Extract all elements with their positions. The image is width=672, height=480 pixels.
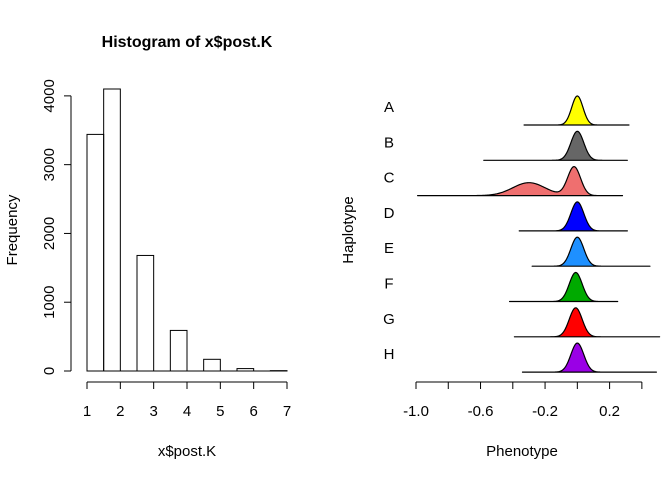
- histogram-y-tick-label: 4000: [41, 79, 58, 112]
- density-curve-h: [521, 342, 657, 373]
- histogram-x-tick-label: 4: [183, 403, 191, 420]
- haplotype-label-c: C: [384, 170, 395, 187]
- density-x-tick-label: 0.2: [599, 403, 620, 420]
- density-x-axis-label: Phenotype: [486, 443, 558, 460]
- density-curve-c: [417, 166, 624, 197]
- histogram-bar: [86, 133, 105, 372]
- histogram-title: Histogram of x$post.K: [102, 34, 273, 51]
- density-x-tick-label: -0.6: [468, 403, 494, 420]
- haplotype-label-a: A: [384, 99, 394, 116]
- histogram-x-tick-label: 3: [149, 403, 157, 420]
- histogram-y-tick-label: 0: [41, 367, 58, 375]
- histogram-bar: [236, 368, 255, 372]
- histogram-x-tick-label: 6: [249, 403, 257, 420]
- histogram-y-axis-label: Frequency: [4, 194, 21, 265]
- histogram-x-tick-label: 2: [116, 403, 124, 420]
- histogram-bars: [86, 88, 288, 372]
- density-curve-d: [518, 201, 628, 232]
- haplotype-label-h: H: [384, 346, 395, 363]
- haplotype-label-f: F: [384, 276, 393, 293]
- density-curve-a: [523, 95, 630, 126]
- histogram-x-tick-label: 1: [83, 403, 91, 420]
- haplotype-label-e: E: [384, 240, 394, 257]
- histogram-bar: [136, 254, 155, 372]
- histogram-y-tick-label: 1000: [41, 286, 58, 319]
- density-curve-f: [508, 271, 619, 303]
- density-x-tick-label: -0.2: [532, 403, 558, 420]
- histogram-bar: [203, 358, 221, 372]
- density-y-axis-label: Haplotype: [340, 196, 357, 264]
- density-panel: Phenotype Haplotype A B C D E F G H -1.0 -0.6 -0.…: [340, 95, 661, 460]
- histogram-bar: [103, 88, 121, 372]
- histogram-y-tick-label: 2000: [41, 217, 58, 250]
- histogram-x-tick-label: 7: [283, 403, 291, 420]
- density-curve-g: [513, 307, 661, 338]
- histogram-y-axis: 0 1000 2000 3000 4000: [41, 79, 72, 375]
- histogram-x-axis-label: x$post.K: [158, 443, 216, 460]
- haplotype-label-g: G: [383, 311, 395, 328]
- histogram-panel: Histogram of x$post.K x$post.K Frequency…: [4, 34, 291, 460]
- haplotype-label-d: D: [384, 205, 395, 222]
- density-curve-e: [531, 236, 651, 267]
- density-curve-b: [483, 130, 628, 161]
- haplotype-labels: A B C D E F G H: [383, 99, 395, 363]
- histogram-x-axis: 1 2 3 4 5 6 7: [83, 381, 291, 420]
- density-x-tick-label: -1.0: [403, 403, 429, 420]
- histogram-bar: [169, 329, 188, 372]
- histogram-x-tick-label: 5: [216, 403, 224, 420]
- density-curves: [417, 95, 661, 373]
- histogram-y-tick-label: 3000: [41, 148, 58, 181]
- haplotype-label-b: B: [384, 134, 394, 151]
- density-x-axis: -1.0 -0.6 -0.2 0.2: [403, 381, 643, 420]
